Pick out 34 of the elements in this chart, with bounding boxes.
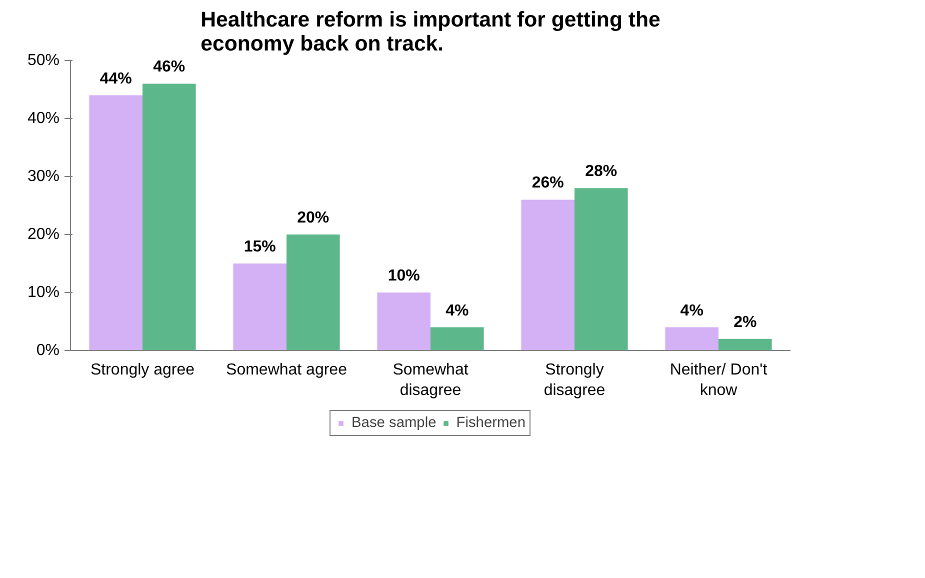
y-tick-label: 30% [27,168,60,185]
text: 28% [585,163,618,180]
text: 4% [446,302,469,320]
bar [521,200,574,350]
bar [286,234,340,350]
text: 44% [100,70,132,88]
x-tick-label: Strongly disagree [544,362,606,399]
y-tick-label: 20% [27,226,60,243]
y-tick-label: 40% [27,110,60,127]
text: 46% [153,58,186,76]
y-tick-label: 10% [27,284,60,301]
text: 4% [680,302,704,320]
bar [574,188,628,350]
bar [233,264,286,350]
x-tick-label: Somewhat disagree [392,362,469,399]
bar [142,84,196,350]
chart-title: Healthcare reform is important for getting the economy back on track. [200,8,661,56]
y-tick-label: 50% [27,52,60,69]
legend-label: Base sample [352,415,436,431]
bar [89,95,142,350]
text: 20% [297,210,330,226]
text: 2% [734,314,757,331]
bar [718,338,772,350]
bar [377,292,430,350]
bar [665,327,718,350]
text: 26% [532,174,564,192]
y-tick-label: 0% [36,342,60,359]
x-tick-label: Strongly agree [90,362,195,378]
text: 15% [244,238,276,256]
legend-label: Fishermen [456,415,526,431]
x-tick-label: Somewhat agree [226,362,348,378]
text: 10% [388,268,420,284]
bar [430,327,484,350]
x-tick-label: Neither/ Don't know [670,362,768,399]
